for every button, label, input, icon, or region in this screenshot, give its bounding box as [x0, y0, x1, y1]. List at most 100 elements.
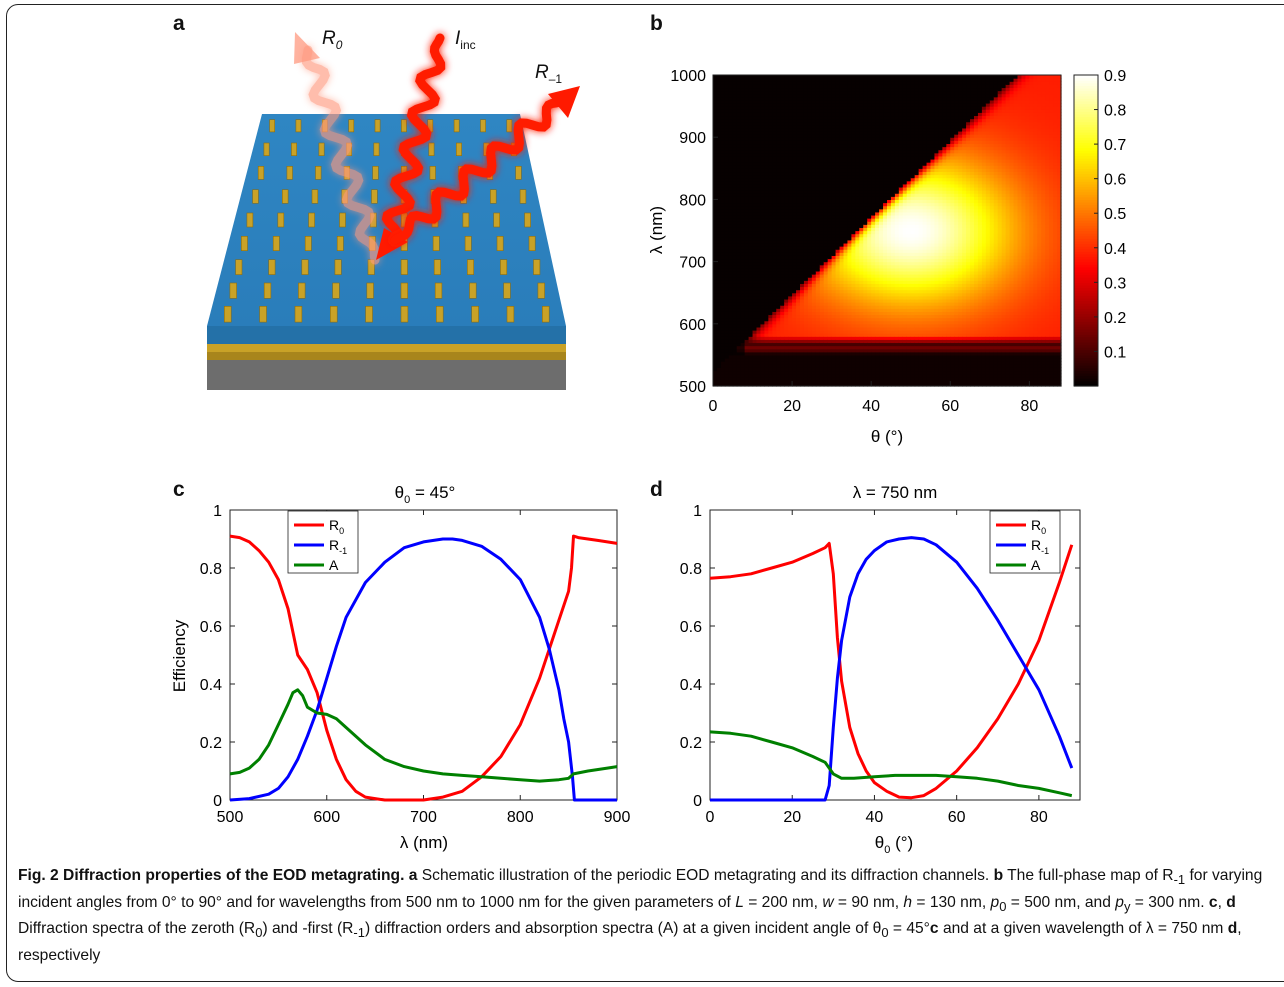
nanobar [466, 259, 474, 275]
colorbar: 0.1 0.2 0.3 0.4 0.5 0.6 0.7 0.8 0.9 [1073, 68, 1126, 387]
heatmap-ticks: 0 20 40 60 80 500 600 700 800 900 1000 [670, 68, 1038, 415]
colorbar-tick-label: 0.3 [1104, 275, 1126, 292]
caption-p0-sub: 0 [999, 898, 1007, 914]
panel-c-xlabel: λ (nm) [400, 833, 448, 852]
colorbar-tick-label: 0.8 [1104, 103, 1126, 120]
nanobar [348, 119, 355, 133]
slab-front-blue [207, 326, 566, 344]
nanobar [263, 142, 270, 156]
nanobar [469, 282, 477, 299]
ytick-label: 0.4 [200, 677, 222, 694]
caption-cd-sep: , [1217, 893, 1227, 911]
legend-label: R0 [1031, 517, 1046, 536]
panel-d-title: λ = 750 nm [853, 483, 938, 502]
ytick-label: 0.6 [680, 619, 702, 636]
legend-label: R-1 [329, 537, 347, 556]
colorbar-tick-label: 0.4 [1104, 241, 1126, 258]
nanobar [515, 166, 522, 180]
nanobar [366, 282, 374, 299]
nanobar [318, 142, 325, 156]
series-line-A [709, 730, 1073, 798]
colorbar-tick-label: 0.1 [1104, 344, 1126, 361]
nanobar [282, 189, 289, 204]
caption-d-letter2: d [1227, 920, 1238, 938]
nanobar [269, 119, 275, 133]
nanobar [400, 282, 408, 299]
axes-box [709, 509, 1081, 801]
caption-cd-text: Diffraction spectra of the zeroth (R [18, 920, 256, 938]
panel-letter-b: b [650, 12, 663, 35]
ytick-label: 0.8 [200, 561, 222, 578]
caption-L: L [735, 893, 744, 911]
ytick-label: 1 [213, 503, 222, 520]
caption-h-val: = 130 nm, [912, 893, 991, 911]
spectra-vs-wavelength: θ0 = 45° 500 600 700 800 900 0 0.2 0.4 0.6 0.8 1 R0… [170, 483, 631, 852]
nanobar [455, 142, 462, 156]
nanobar [453, 119, 460, 133]
substrate-layer [207, 360, 566, 390]
legend-box [287, 510, 359, 574]
caption-a-letter: a [408, 867, 418, 884]
xtick-label: 600 [313, 809, 340, 826]
nanobar [528, 236, 536, 252]
heatmap-xtick-label: 20 [783, 398, 801, 415]
colorbar-tick-label: 0.7 [1104, 137, 1126, 154]
nanobar [263, 282, 272, 299]
caption-d-letter: d [1226, 893, 1236, 911]
nanobar [365, 305, 373, 323]
heatmap-xtick-label: 60 [941, 398, 959, 415]
nanobar [372, 166, 379, 180]
nanobar [298, 282, 306, 299]
nanobar [301, 259, 309, 275]
heatmap-ytick-label: 500 [679, 379, 706, 396]
nanobar [506, 305, 515, 323]
caption-p0-val: = 500 nm, and [1006, 893, 1116, 911]
nanobar [537, 282, 545, 299]
nanobar [223, 305, 232, 323]
legend-box [989, 510, 1061, 574]
caption-cd-text5: and at a given wavelength of λ = 750 nm [938, 920, 1228, 938]
xtick-label: 80 [1030, 809, 1048, 826]
caption-L-val: = 200 nm, [743, 893, 823, 911]
gold-layer-shade [207, 352, 566, 360]
nanobar [519, 189, 527, 204]
nanobar [272, 236, 280, 252]
heatmap-ytick-label: 600 [679, 317, 706, 334]
caption-b-text2: for varying incident angles from 0° to 9… [18, 867, 1263, 911]
figure-caption: Fig. 2 Diffraction properties of the EOD… [18, 865, 1273, 967]
xtick-label: 40 [866, 809, 884, 826]
panel-d-xlabel: θ0 (°) [875, 833, 913, 856]
series-line-R-1 [229, 537, 617, 802]
colorbar-tick-label: 0.5 [1104, 206, 1126, 223]
nanobar [429, 166, 436, 180]
label-r0: R0 [322, 28, 343, 52]
caption-cd-sub0: 0 [255, 925, 263, 941]
caption-py-val: = 300 nm. [1130, 893, 1209, 911]
heatmap-panel: 0 20 40 60 80 500 600 700 800 900 1000 θ (°) λ (nm… [647, 68, 1126, 446]
heatmap-ytick-label: 900 [679, 130, 706, 147]
nanobar [315, 166, 322, 180]
ytick-label: 0.6 [200, 619, 222, 636]
caption-cd-text2: ) and -first (R [262, 920, 354, 938]
caption-h: h [903, 893, 913, 911]
caption-cd-text3: ) diffraction orders and absorption spec… [364, 920, 882, 938]
xtick-label: 900 [604, 809, 631, 826]
ray-r0-arrowhead [294, 32, 320, 64]
series-line-R-1 [710, 536, 1074, 802]
ray-incident-arrowhead [376, 228, 408, 260]
series-line-R0 [709, 541, 1074, 800]
label-r-1: R–1 [535, 62, 562, 86]
panel-c-ylabel: Efficiency [170, 619, 189, 692]
caption-cd-text4: = 45° [888, 920, 930, 938]
caption-py-sub: y [1123, 898, 1131, 914]
xtick-label: 0 [706, 809, 715, 826]
nanobar [471, 305, 479, 323]
nanobar [259, 305, 267, 323]
ytick-label: 1 [693, 503, 702, 520]
nanobar [436, 305, 444, 323]
nanobar [400, 259, 408, 275]
heatmap-ytick-label: 700 [679, 255, 706, 272]
nanobar [400, 305, 409, 323]
metagrating-schematic: R0 Iinc R–1 [207, 28, 580, 390]
caption-fig-label: Fig. 2 Diffraction properties of the EOD… [18, 867, 405, 884]
